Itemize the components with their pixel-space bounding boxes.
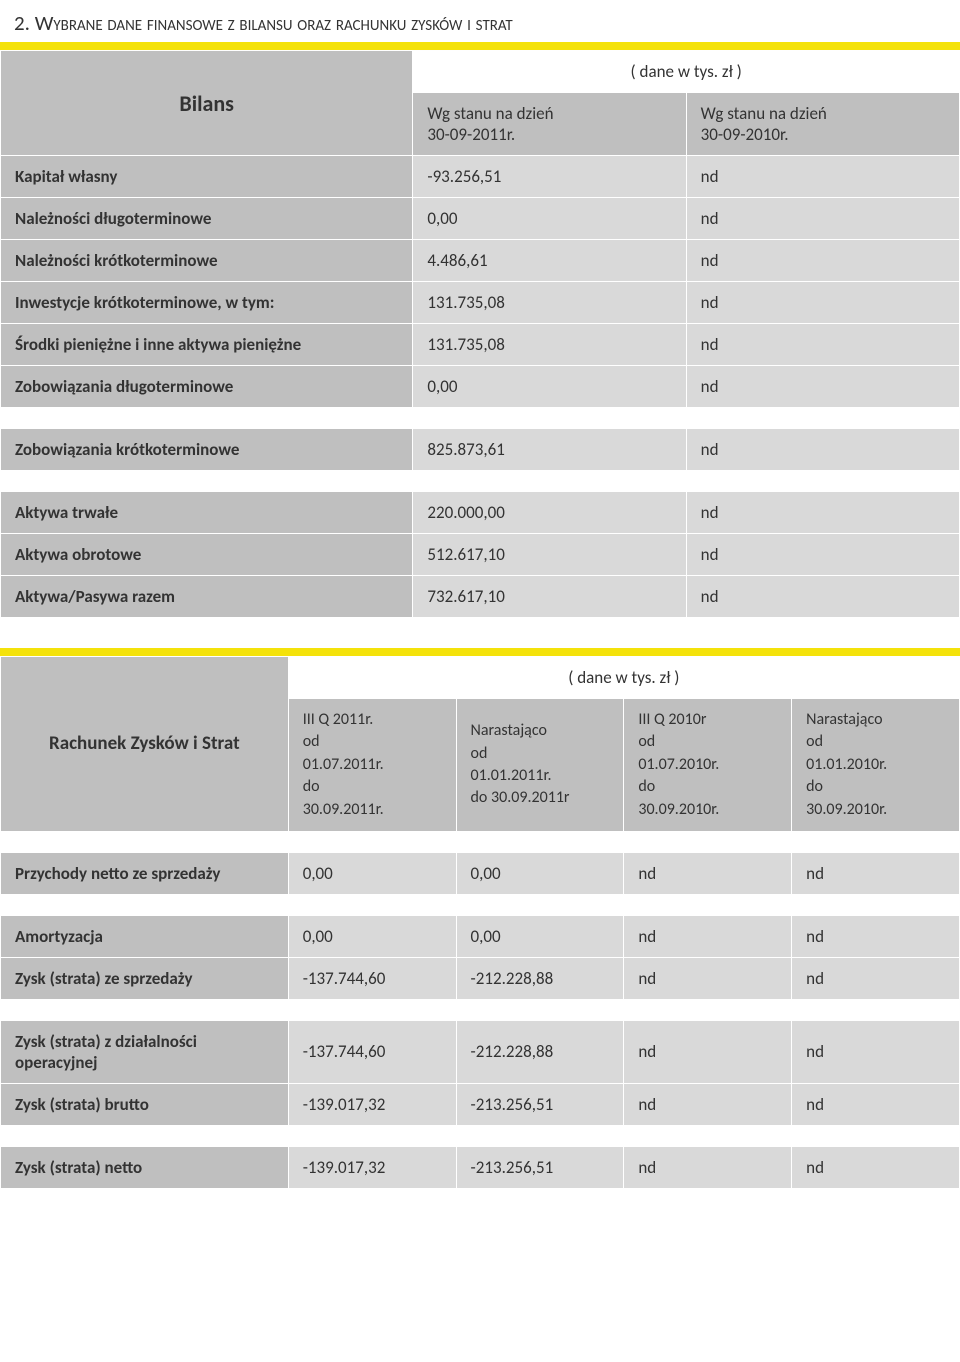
row-value: 131.735,08 <box>413 282 686 324</box>
row-value: nd <box>686 534 959 576</box>
col-header: III Q 2010rod01.07.2010r.do30.09.2010r. <box>624 699 792 832</box>
row-value: nd <box>624 957 792 999</box>
row-value: 0,00 <box>456 915 624 957</box>
row-label: Aktywa obrotowe <box>1 534 413 576</box>
unit-label: ( dane w tys. zł ) <box>288 657 959 699</box>
row-value: nd <box>792 1083 960 1125</box>
row-value: 0,00 <box>288 852 456 894</box>
row-label: Amortyzacja <box>1 915 289 957</box>
table-row: Zysk (strata) brutto-139.017,32-213.256,… <box>1 1083 960 1125</box>
section-title: 2. Wybrane dane finansowe z bilansu oraz… <box>0 0 960 42</box>
table-row: Zysk (strata) z działalności operacyjnej… <box>1 1020 960 1083</box>
row-value: nd <box>686 156 959 198</box>
col-header-line: 30-09-2011r. <box>427 124 515 145</box>
table-row: Aktywa/Pasywa razem732.617,10nd <box>1 576 960 618</box>
row-value: nd <box>792 957 960 999</box>
row-value: nd <box>624 1020 792 1083</box>
rzis-table: Rachunek Zysków i Strat ( dane w tys. zł… <box>0 656 960 1189</box>
row-value: nd <box>686 282 959 324</box>
bilans-title: Bilans <box>1 51 413 156</box>
row-label: Zobowiązania krótkoterminowe <box>1 429 413 471</box>
row-value: nd <box>624 915 792 957</box>
row-value: nd <box>686 366 959 408</box>
table-row: Amortyzacja0,000,00ndnd <box>1 915 960 957</box>
row-value: -213.256,51 <box>456 1083 624 1125</box>
table-row: Zysk (strata) ze sprzedaży-137.744,60-21… <box>1 957 960 999</box>
table-row: Środki pieniężne i inne aktywa pieniężne… <box>1 324 960 366</box>
row-value: -139.017,32 <box>288 1146 456 1188</box>
col-header-line: 30-09-2010r. <box>701 124 789 145</box>
row-value: nd <box>624 1146 792 1188</box>
row-value: nd <box>792 1146 960 1188</box>
row-label: Przychody netto ze sprzedaży <box>1 852 289 894</box>
table-row: Zobowiązania krótkoterminowe825.873,61nd <box>1 429 960 471</box>
row-label: Zobowiązania długoterminowe <box>1 366 413 408</box>
table-row: Należności krótkoterminowe4.486,61nd <box>1 240 960 282</box>
rzis-title: Rachunek Zysków i Strat <box>1 657 289 832</box>
table-row: Zobowiązania długoterminowe0,00nd <box>1 366 960 408</box>
row-value: 732.617,10 <box>413 576 686 618</box>
row-label: Aktywa/Pasywa razem <box>1 576 413 618</box>
divider-bar <box>0 648 960 656</box>
col-header-line: Wg stanu na dzień <box>701 103 827 124</box>
table-row: Przychody netto ze sprzedaży0,000,00ndnd <box>1 852 960 894</box>
col-header: Narastającood01.01.2011r.do 30.09.2011r <box>456 699 624 832</box>
row-value: 825.873,61 <box>413 429 686 471</box>
table-row: Aktywa trwałe220.000,00nd <box>1 492 960 534</box>
row-value: nd <box>624 1083 792 1125</box>
divider-bar <box>0 42 960 50</box>
row-label: Zysk (strata) z działalności operacyjnej <box>1 1020 289 1083</box>
row-value: nd <box>686 492 959 534</box>
table-row: Aktywa obrotowe512.617,10nd <box>1 534 960 576</box>
row-value: nd <box>686 324 959 366</box>
row-label: Należności krótkoterminowe <box>1 240 413 282</box>
row-value: -137.744,60 <box>288 1020 456 1083</box>
col-header: III Q 2011r.od01.07.2011r.do30.09.2011r. <box>288 699 456 832</box>
row-value: nd <box>686 429 959 471</box>
row-label: Aktywa trwałe <box>1 492 413 534</box>
table-row: Zysk (strata) netto-139.017,32-213.256,5… <box>1 1146 960 1188</box>
row-value: nd <box>686 198 959 240</box>
row-value: 131.735,08 <box>413 324 686 366</box>
row-value: nd <box>792 852 960 894</box>
row-label: Inwestycje krótkoterminowe, w tym: <box>1 282 413 324</box>
row-label: Środki pieniężne i inne aktywa pieniężne <box>1 324 413 366</box>
row-value: 220.000,00 <box>413 492 686 534</box>
row-value: -93.256,51 <box>413 156 686 198</box>
table-row: Inwestycje krótkoterminowe, w tym:131.73… <box>1 282 960 324</box>
row-label: Zysk (strata) brutto <box>1 1083 289 1125</box>
row-label: Należności długoterminowe <box>1 198 413 240</box>
table-row: Należności długoterminowe0,00nd <box>1 198 960 240</box>
col-header-2010: Wg stanu na dzień 30-09-2010r. <box>686 93 959 156</box>
row-value: nd <box>686 576 959 618</box>
row-value: -213.256,51 <box>456 1146 624 1188</box>
row-value: -139.017,32 <box>288 1083 456 1125</box>
row-value: 0,00 <box>288 915 456 957</box>
row-value: -137.744,60 <box>288 957 456 999</box>
table-row: Kapitał własny-93.256,51nd <box>1 156 960 198</box>
row-value: nd <box>624 852 792 894</box>
unit-label: ( dane w tys. zł ) <box>413 51 960 93</box>
row-label: Zysk (strata) ze sprzedaży <box>1 957 289 999</box>
bilans-table: Bilans ( dane w tys. zł ) Wg stanu na dz… <box>0 50 960 618</box>
row-label: Kapitał własny <box>1 156 413 198</box>
row-value: nd <box>792 915 960 957</box>
row-value: -212.228,88 <box>456 1020 624 1083</box>
row-value: 0,00 <box>413 198 686 240</box>
row-value: 512.617,10 <box>413 534 686 576</box>
row-value: 0,00 <box>456 852 624 894</box>
row-value: 0,00 <box>413 366 686 408</box>
col-header-2011: Wg stanu na dzień 30-09-2011r. <box>413 93 686 156</box>
row-value: 4.486,61 <box>413 240 686 282</box>
col-header-line: Wg stanu na dzień <box>427 103 553 124</box>
row-label: Zysk (strata) netto <box>1 1146 289 1188</box>
row-value: nd <box>686 240 959 282</box>
row-value: nd <box>792 1020 960 1083</box>
row-value: -212.228,88 <box>456 957 624 999</box>
col-header: Narastającood01.01.2010r.do30.09.2010r. <box>792 699 960 832</box>
